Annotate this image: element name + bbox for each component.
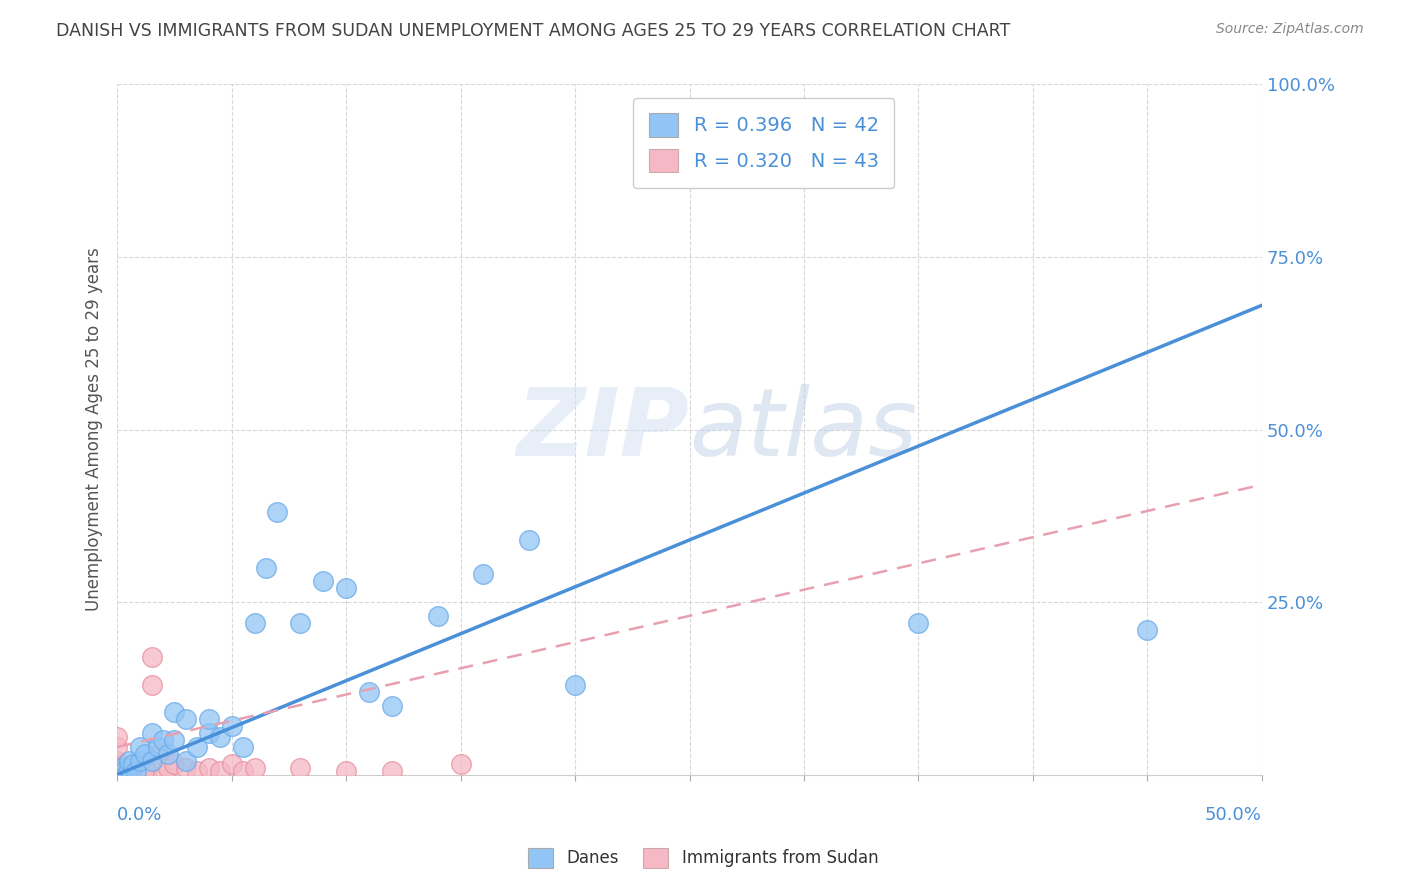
Point xyxy=(105,730,128,744)
Point xyxy=(141,650,163,665)
Text: 0.0%: 0.0% xyxy=(117,805,163,823)
Point xyxy=(564,678,586,692)
Point xyxy=(108,764,131,778)
Point xyxy=(357,685,380,699)
Point xyxy=(117,761,139,775)
Point xyxy=(117,764,139,778)
Point xyxy=(122,757,145,772)
Point xyxy=(136,764,159,778)
Point xyxy=(254,560,277,574)
Point xyxy=(152,767,174,781)
Point xyxy=(148,747,170,761)
Point xyxy=(120,764,142,778)
Point xyxy=(111,767,134,781)
Point xyxy=(141,726,163,740)
Point xyxy=(124,764,146,778)
Point xyxy=(112,767,135,781)
Point xyxy=(105,761,128,775)
Point xyxy=(221,719,243,733)
Point xyxy=(1136,623,1159,637)
Point xyxy=(105,767,128,781)
Point xyxy=(209,730,232,744)
Point xyxy=(186,764,208,778)
Point xyxy=(105,764,128,778)
Text: Source: ZipAtlas.com: Source: ZipAtlas.com xyxy=(1216,22,1364,37)
Point xyxy=(174,754,197,768)
Point xyxy=(426,608,449,623)
Point xyxy=(243,615,266,630)
Text: 50.0%: 50.0% xyxy=(1205,805,1263,823)
Point xyxy=(122,767,145,781)
Point xyxy=(197,761,219,775)
Point xyxy=(141,678,163,692)
Text: DANISH VS IMMIGRANTS FROM SUDAN UNEMPLOYMENT AMONG AGES 25 TO 29 YEARS CORRELATI: DANISH VS IMMIGRANTS FROM SUDAN UNEMPLOY… xyxy=(56,22,1011,40)
Point xyxy=(129,739,152,754)
Point xyxy=(197,712,219,726)
Point xyxy=(148,739,170,754)
Point xyxy=(209,764,232,778)
Point xyxy=(174,761,197,775)
Point xyxy=(112,764,135,778)
Point xyxy=(232,739,254,754)
Point xyxy=(105,764,128,778)
Point xyxy=(163,757,186,772)
Point xyxy=(243,761,266,775)
Point xyxy=(105,754,128,768)
Point xyxy=(112,761,135,775)
Point xyxy=(335,764,357,778)
Point xyxy=(120,767,142,781)
Point xyxy=(163,733,186,747)
Point xyxy=(156,747,179,761)
Point xyxy=(111,761,134,775)
Point xyxy=(186,739,208,754)
Point xyxy=(134,747,156,761)
Text: atlas: atlas xyxy=(689,384,918,475)
Point xyxy=(129,754,152,768)
Text: ZIP: ZIP xyxy=(516,384,689,475)
Point xyxy=(141,754,163,768)
Legend: R = 0.396   N = 42, R = 0.320   N = 43: R = 0.396 N = 42, R = 0.320 N = 43 xyxy=(634,97,894,188)
Point xyxy=(290,761,312,775)
Point xyxy=(907,615,929,630)
Point xyxy=(163,706,186,720)
Point xyxy=(129,764,152,778)
Point xyxy=(381,764,404,778)
Point xyxy=(335,581,357,595)
Point xyxy=(134,761,156,775)
Point xyxy=(108,761,131,775)
Point xyxy=(266,505,288,519)
Point xyxy=(129,767,152,781)
Point xyxy=(117,767,139,781)
Point xyxy=(108,767,131,781)
Point xyxy=(312,574,335,589)
Point xyxy=(115,767,138,781)
Point xyxy=(156,761,179,775)
Point xyxy=(517,533,540,547)
Point xyxy=(472,567,495,582)
Point xyxy=(124,764,146,778)
Point xyxy=(197,726,219,740)
Point xyxy=(108,767,131,781)
Point xyxy=(117,754,139,768)
Point xyxy=(174,712,197,726)
Legend: Danes, Immigrants from Sudan: Danes, Immigrants from Sudan xyxy=(522,841,884,875)
Point xyxy=(232,764,254,778)
Point xyxy=(115,764,138,778)
Point xyxy=(381,698,404,713)
Point xyxy=(152,733,174,747)
Point xyxy=(221,757,243,772)
Point xyxy=(127,761,149,775)
Point xyxy=(117,761,139,775)
Y-axis label: Unemployment Among Ages 25 to 29 years: Unemployment Among Ages 25 to 29 years xyxy=(86,248,103,611)
Point xyxy=(290,615,312,630)
Point xyxy=(111,764,134,778)
Point xyxy=(105,757,128,772)
Point xyxy=(450,757,472,772)
Point xyxy=(105,739,128,754)
